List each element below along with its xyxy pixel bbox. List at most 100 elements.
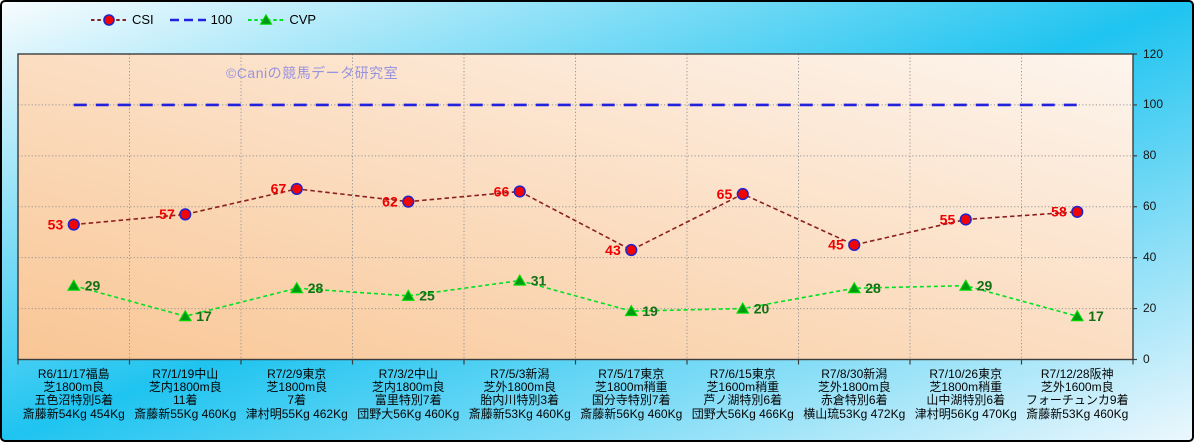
legend-label: CSI [132, 12, 154, 27]
marker-cvp [735, 301, 750, 314]
legend-swatch-cvp [248, 13, 285, 25]
x-axis-label-line: R7/3/2中山 [378, 367, 438, 381]
data-label-csi: 62 [382, 193, 398, 209]
data-label-cvp: 29 [977, 277, 993, 293]
x-axis-label-line: 津村明55Kg 462Kg [245, 406, 348, 421]
x-axis-label: R7/12/28阪神 芝外1600m良 フォーチュンカ9着 斎藤新53Kg 460Kg [1021, 367, 1133, 421]
legend-label: CVP [289, 12, 317, 27]
marker-cvp [289, 281, 304, 294]
data-label-cvp: 20 [754, 300, 770, 316]
x-axis-label-line: R7/5/3新潟 [490, 367, 550, 381]
x-axis-label-line: 富里特別7着 [374, 393, 442, 408]
marker-csi [513, 185, 526, 198]
x-axis-label-line: 芦ノ湖特別6着 [703, 393, 783, 408]
data-label-cvp: 29 [85, 277, 101, 293]
x-axis-label-line: 団野大56Kg 460Kg [357, 406, 460, 421]
x-axis-label: R7/2/9東京 芝1800m良 7着 津村明55Kg 462Kg [241, 367, 353, 421]
x-axis-label-line: 山中湖特別6着 [926, 393, 1006, 408]
y-axis-label: 40 [1143, 250, 1157, 265]
x-axis-label: R7/5/17東京 芝1800m稍重 国分寺特別7着 斎藤新56Kg 460Kg [575, 367, 687, 421]
y-axis-label: 120 [1143, 46, 1164, 61]
marker-cvp [847, 281, 862, 294]
legend-item-csi: CSI [90, 13, 154, 27]
x-axis-label-line: 斎藤新55Kg 460Kg [134, 406, 237, 421]
marker-cvp [1070, 309, 1085, 322]
x-axis-label-line: 津村明56Kg 470Kg [914, 406, 1017, 421]
x-axis-label: R7/6/15東京 芝1600m稍重 芦ノ湖特別6着 団野大56Kg 466Kg [687, 367, 799, 421]
legend-item-cvp: CVP [247, 13, 316, 27]
x-axis-label-line: 芝1800m良 [266, 380, 328, 395]
x-axis-label-line: R6/11/17福島 [37, 367, 110, 381]
data-label-cvp: 31 [531, 272, 547, 288]
data-label-cvp: 25 [419, 288, 435, 304]
watermark: ©Caniの競馬データ研究室 [226, 65, 398, 81]
x-axis-label: R7/3/2中山 芝内1800m良 富里特別7着 団野大56Kg 460Kg [352, 367, 464, 421]
marker-cvp [512, 273, 527, 286]
y-axis-label: 20 [1143, 301, 1157, 316]
y-axis-label: 80 [1143, 148, 1157, 163]
y-axis-label: 0 [1143, 352, 1150, 366]
data-label-csi: 43 [605, 242, 621, 258]
data-label-csi: 67 [271, 181, 287, 197]
data-label-cvp: 17 [1088, 308, 1104, 324]
x-axis-label-line: 芝1800m稍重 [594, 380, 668, 395]
marker-csi [1071, 205, 1084, 218]
x-axis-label-line: 芝外1800m良 [817, 380, 891, 395]
legend-item-100: 100 [169, 12, 233, 27]
marker-csi [402, 195, 415, 208]
marker-csi [959, 213, 972, 226]
data-label-csi: 53 [48, 216, 64, 232]
x-axis-label: R7/5/3新潟 芝外1800m良 胎内川特別3着 斎藤新53Kg 460Kg [464, 367, 576, 421]
x-axis-label-line: R7/6/15東京 [709, 367, 776, 381]
x-axis-label-line: 斎藤新54Kg 454Kg [22, 406, 125, 421]
data-label-csi: 45 [828, 237, 844, 253]
x-axis-label: R7/8/30新潟 芝外1800m良 赤倉特別6着 横山琉53Kg 472Kg [798, 367, 910, 421]
x-axis-label-line: 胎内川特別3着 [480, 393, 560, 408]
y-axis-label: 100 [1143, 97, 1164, 112]
legend: CSI 100 CVP [90, 11, 331, 29]
data-label-csi: 57 [159, 206, 175, 222]
data-label-cvp: 28 [308, 280, 324, 296]
series-line-csi [73, 188, 1078, 251]
data-label-cvp: 17 [196, 308, 212, 324]
x-axis-label-line: 五色沼特別5着 [34, 393, 114, 408]
x-axis-label-line: 斎藤新53Kg 460Kg [468, 406, 571, 421]
x-axis-label-line: 11着 [173, 393, 198, 408]
x-axis-label-line: R7/12/28阪神 [1040, 367, 1114, 381]
marker-cvp [958, 279, 973, 291]
data-label-cvp: 28 [865, 280, 881, 296]
x-axis-label-line: 団野大56Kg 466Kg [691, 406, 794, 421]
data-label-cvp: 19 [642, 303, 658, 319]
marker-cvp [401, 289, 416, 301]
x-axis-label-line: 芝1800m稍重 [929, 380, 1003, 395]
marker-csi [625, 243, 638, 257]
marker-csi [848, 238, 861, 252]
x-axis-label-line: 7着 [287, 393, 307, 408]
marker-csi [179, 208, 192, 221]
data-label-csi: 55 [940, 211, 956, 227]
legend-label: 100 [210, 12, 233, 27]
x-axis-label-line: 斎藤新56Kg 460Kg [580, 406, 683, 421]
data-label-csi: 58 [1051, 204, 1067, 220]
x-axis-label-line: 国分寺特別7着 [591, 393, 671, 408]
x-axis-label-line: R7/10/26東京 [929, 367, 1003, 381]
x-axis-label-line: R7/1/19中山 [152, 367, 219, 381]
x-axis-label-line: R7/5/17東京 [598, 367, 665, 381]
x-axis-label-line: 芝外1600m良 [1040, 380, 1114, 395]
legend-swatch-100 [169, 18, 206, 22]
x-axis-label-line: 芝外1800m良 [483, 380, 557, 395]
x-axis-label: R7/10/26東京 芝1800m稍重 山中湖特別6着 津村明56Kg 470Kg [910, 367, 1022, 421]
x-axis-label-line: 横山琉53Kg 472Kg [803, 406, 906, 421]
marker-cvp [66, 279, 81, 291]
legend-swatch-csi [91, 14, 127, 26]
x-axis-label: R7/1/19中山 芝内1800m良 11着 斎藤新55Kg 460Kg [129, 367, 241, 421]
marker-cvp [624, 304, 639, 317]
x-axis-label-line: 芝1800m良 [43, 380, 105, 395]
data-label-csi: 66 [494, 183, 510, 199]
x-axis-label-line: R7/8/30新潟 [821, 367, 888, 381]
marker-cvp [178, 309, 193, 322]
x-axis-label-line: 斎藤新53Kg 460Kg [1026, 406, 1129, 421]
x-axis-label-line: 芝内1800m良 [148, 380, 222, 395]
marker-csi [736, 187, 749, 201]
